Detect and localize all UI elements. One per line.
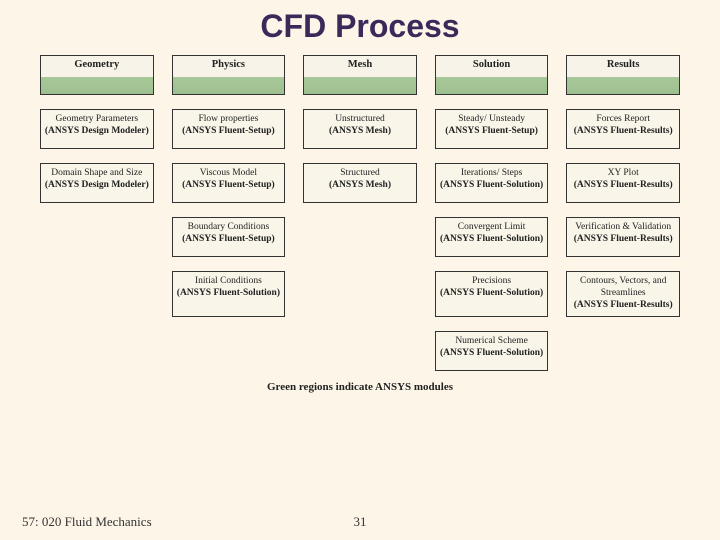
- node-module: (ANSYS Fluent-Solution): [439, 234, 545, 246]
- flowchart-node: Iterations/ Steps(ANSYS Fluent-Solution): [435, 163, 549, 203]
- flowchart-node: Numerical Scheme(ANSYS Fluent-Solution): [435, 331, 549, 371]
- node-text: Forces Report: [570, 114, 676, 126]
- flowchart-node: Viscous Model(ANSYS Fluent-Setup): [172, 163, 286, 203]
- node-text: Precisions: [439, 276, 545, 288]
- node-text: Numerical Scheme: [439, 336, 545, 348]
- empty-cell: [40, 331, 154, 371]
- flowchart-node: Convergent Limit(ANSYS Fluent-Solution): [435, 217, 549, 257]
- flowchart-node: Contours, Vectors, and Streamlines(ANSYS…: [566, 271, 680, 317]
- node-module: (ANSYS Fluent-Solution): [439, 180, 545, 192]
- node-text: Contours, Vectors, and Streamlines: [570, 276, 676, 300]
- node-module: (ANSYS Fluent-Solution): [176, 288, 282, 300]
- node-module: (ANSYS Fluent-Results): [570, 180, 676, 192]
- empty-cell: [303, 271, 417, 317]
- node-module: (ANSYS Mesh): [307, 126, 413, 138]
- empty-cell: [40, 271, 154, 317]
- empty-cell: [40, 217, 154, 257]
- node-text: Domain Shape and Size: [44, 168, 150, 180]
- column-header: Mesh: [303, 55, 417, 95]
- node-module: (ANSYS Fluent-Setup): [439, 126, 545, 138]
- node-text: Convergent Limit: [439, 222, 545, 234]
- node-text: Iterations/ Steps: [439, 168, 545, 180]
- flowchart-node: Verification & Validation(ANSYS Fluent-R…: [566, 217, 680, 257]
- node-text: Geometry Parameters: [44, 114, 150, 126]
- node-module: (ANSYS Fluent-Setup): [176, 126, 282, 138]
- caption: Green regions indicate ANSYS modules: [30, 381, 690, 393]
- node-text: Unstructured: [307, 114, 413, 126]
- node-module: (ANSYS Fluent-Results): [570, 126, 676, 138]
- node-text: Steady/ Unsteady: [439, 114, 545, 126]
- flowchart-node: Initial Conditions(ANSYS Fluent-Solution…: [172, 271, 286, 317]
- flowchart-node: XY Plot(ANSYS Fluent-Results): [566, 163, 680, 203]
- node-module: (ANSYS Fluent-Solution): [439, 288, 545, 300]
- empty-cell: [172, 331, 286, 371]
- empty-cell: [303, 217, 417, 257]
- column-header: Solution: [435, 55, 549, 95]
- node-module: (ANSYS Design Modeler): [44, 180, 150, 192]
- node-module: (ANSYS Fluent-Results): [570, 234, 676, 246]
- node-module: (ANSYS Fluent-Setup): [176, 180, 282, 192]
- flowchart-node: Unstructured(ANSYS Mesh): [303, 109, 417, 149]
- node-text: Structured: [307, 168, 413, 180]
- node-text: XY Plot: [570, 168, 676, 180]
- flowchart-grid: Geometry Physics Mesh Solution Results Geomet…: [30, 55, 690, 371]
- node-module: (ANSYS Design Modeler): [44, 126, 150, 138]
- empty-cell: [566, 331, 680, 371]
- footer-left: 57: 020 Fluid Mechanics: [22, 514, 152, 530]
- node-module: (ANSYS Fluent-Results): [570, 300, 676, 312]
- flowchart-node: Boundary Conditions(ANSYS Fluent-Setup): [172, 217, 286, 257]
- node-module: (ANSYS Mesh): [307, 180, 413, 192]
- node-text: Boundary Conditions: [176, 222, 282, 234]
- node-module: (ANSYS Fluent-Setup): [176, 234, 282, 246]
- column-header: Results: [566, 55, 680, 95]
- column-header: Physics: [172, 55, 286, 95]
- page-title: CFD Process: [30, 8, 690, 45]
- flowchart-node: Structured(ANSYS Mesh): [303, 163, 417, 203]
- node-text: Flow properties: [176, 114, 282, 126]
- footer-page-number: 31: [354, 514, 367, 530]
- node-text: Viscous Model: [176, 168, 282, 180]
- column-header: Geometry: [40, 55, 154, 95]
- node-text: Initial Conditions: [176, 276, 282, 288]
- node-module: (ANSYS Fluent-Solution): [439, 348, 545, 360]
- flowchart-node: Geometry Parameters(ANSYS Design Modeler…: [40, 109, 154, 149]
- flowchart-node: Forces Report(ANSYS Fluent-Results): [566, 109, 680, 149]
- flowchart-node: Steady/ Unsteady(ANSYS Fluent-Setup): [435, 109, 549, 149]
- slide: CFD Process Geometry Physics Mesh Solution R…: [0, 0, 720, 540]
- flowchart-node: Precisions(ANSYS Fluent-Solution): [435, 271, 549, 317]
- empty-cell: [303, 331, 417, 371]
- flowchart-node: Flow properties(ANSYS Fluent-Setup): [172, 109, 286, 149]
- node-text: Verification & Validation: [570, 222, 676, 234]
- flowchart-node: Domain Shape and Size(ANSYS Design Model…: [40, 163, 154, 203]
